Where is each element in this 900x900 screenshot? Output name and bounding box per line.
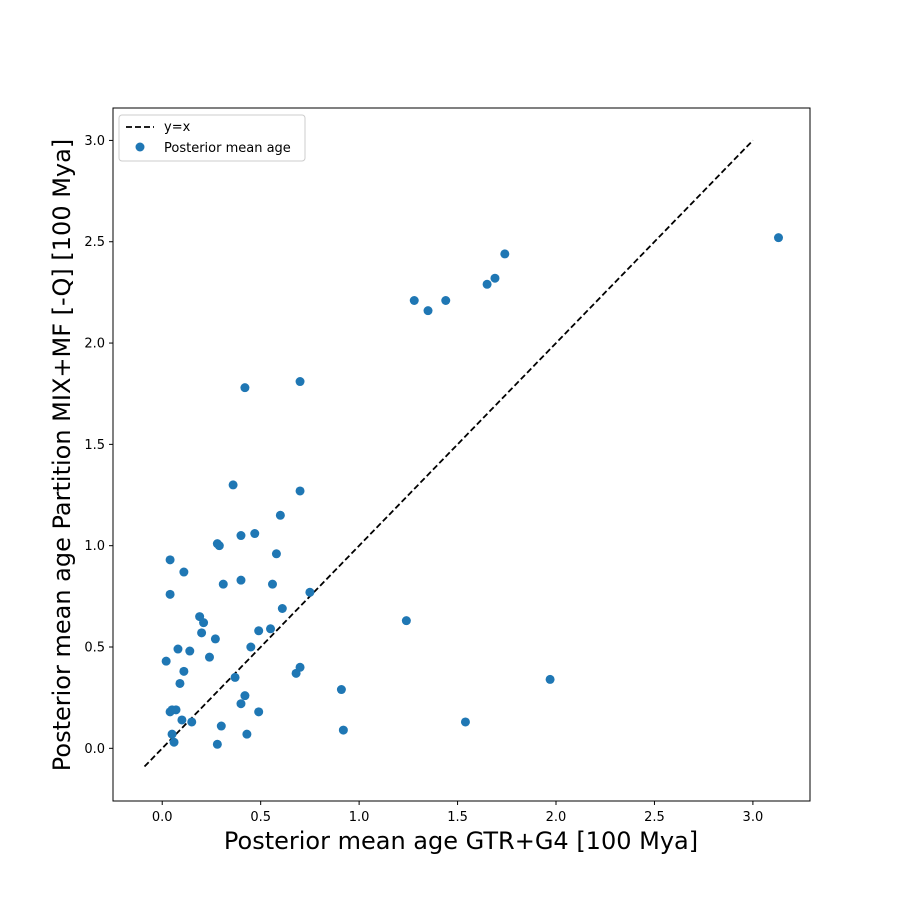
data-point	[228, 480, 238, 490]
x-tick-label: 0.5	[250, 810, 271, 825]
data-point	[187, 717, 197, 727]
data-point	[295, 486, 305, 496]
data-point	[236, 699, 246, 709]
data-point	[490, 273, 500, 283]
data-point	[482, 279, 492, 289]
data-point	[165, 589, 175, 599]
data-point	[423, 306, 433, 316]
x-tick-label: 1.0	[349, 810, 370, 825]
x-tick-label: 2.0	[546, 810, 567, 825]
data-point	[167, 729, 177, 739]
data-point	[218, 579, 228, 589]
data-point	[177, 715, 187, 725]
legend-label-line: y=x	[164, 120, 191, 135]
data-point	[409, 296, 419, 305]
data-point	[305, 587, 315, 597]
data-point	[169, 737, 179, 747]
identity-line	[143, 139, 754, 768]
data-point	[240, 691, 250, 701]
data-point	[275, 510, 285, 520]
data-point	[175, 678, 185, 688]
data-point	[336, 685, 346, 695]
data-point	[165, 555, 175, 565]
data-point	[254, 707, 264, 717]
data-point	[236, 531, 246, 541]
data-point	[271, 549, 281, 559]
data-point	[295, 377, 305, 387]
data-point	[197, 628, 207, 638]
data-point	[210, 634, 220, 644]
data-point	[460, 717, 470, 727]
data-point	[773, 233, 783, 243]
data-point	[214, 541, 224, 551]
legend-box	[118, 114, 306, 162]
data-point	[185, 646, 195, 656]
data-point	[179, 666, 189, 676]
data-point	[254, 626, 264, 636]
axis-ticks: 0.0 0.5 1.0 1.5 2.0 2.5 3.0 0.0 0.5 1.0 1.5 2.0 2.5 3…	[84, 134, 763, 825]
data-point	[267, 579, 277, 589]
y-tick-label: 3.0	[84, 134, 105, 149]
data-point	[161, 656, 171, 666]
data-point	[240, 383, 250, 393]
y-tick-label: 0.5	[84, 641, 105, 656]
data-point	[212, 739, 222, 749]
y-tick-label: 2.0	[84, 337, 105, 352]
plot-area	[143, 139, 783, 768]
data-point	[295, 662, 305, 672]
data-point	[199, 618, 209, 628]
data-point	[236, 575, 246, 585]
data-point	[242, 729, 252, 739]
data-point	[250, 529, 260, 539]
legend-label-points: Posterior mean age	[164, 141, 291, 156]
y-axis-title: Posterior mean age Partition MIX+MF [-Q]…	[48, 139, 76, 771]
y-tick-label: 1.0	[84, 539, 105, 554]
data-point	[545, 674, 555, 684]
data-point	[277, 604, 287, 613]
x-tick-label: 3.0	[743, 810, 764, 825]
data-point	[500, 249, 510, 259]
data-point	[204, 652, 214, 662]
x-tick-label: 1.5	[447, 810, 468, 825]
y-tick-label: 2.5	[84, 235, 105, 250]
x-tick-label: 2.5	[644, 810, 665, 825]
data-point	[338, 725, 348, 735]
data-point	[216, 721, 226, 731]
data-point	[246, 642, 256, 652]
x-tick-label: 0.0	[152, 810, 173, 825]
axes-frame	[112, 107, 811, 802]
data-point	[179, 567, 189, 577]
y-tick-label: 1.5	[84, 438, 105, 453]
data-point	[230, 672, 240, 682]
x-axis-title: Posterior mean age GTR+G4 [100 Mya]	[224, 827, 698, 855]
data-point	[173, 644, 183, 654]
data-point	[266, 624, 276, 634]
legend: y=x Posterior mean age	[118, 114, 306, 162]
y-tick-label: 0.0	[84, 742, 105, 757]
data-point	[401, 616, 411, 626]
data-point	[441, 296, 451, 305]
data-point	[171, 705, 181, 715]
legend-point-marker	[135, 142, 145, 152]
